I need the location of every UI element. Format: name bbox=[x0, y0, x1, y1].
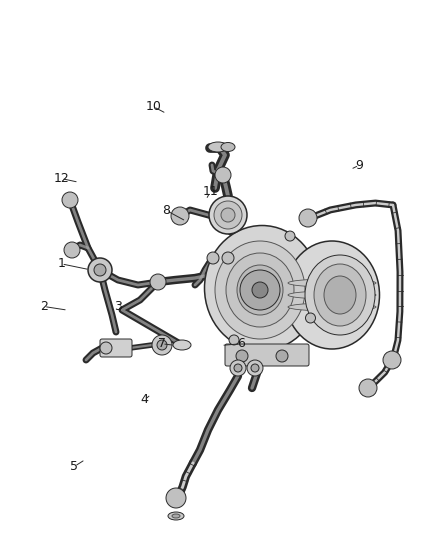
Ellipse shape bbox=[214, 201, 242, 229]
Text: 1: 1 bbox=[57, 257, 65, 270]
Circle shape bbox=[166, 488, 186, 508]
Ellipse shape bbox=[209, 196, 247, 234]
Circle shape bbox=[62, 192, 78, 208]
Circle shape bbox=[359, 379, 377, 397]
Circle shape bbox=[207, 252, 219, 264]
Circle shape bbox=[64, 242, 80, 258]
Ellipse shape bbox=[324, 276, 356, 314]
Text: 8: 8 bbox=[162, 204, 170, 217]
Text: 3: 3 bbox=[114, 300, 122, 313]
Circle shape bbox=[299, 209, 317, 227]
Circle shape bbox=[251, 364, 259, 372]
Text: 9: 9 bbox=[355, 159, 363, 172]
Text: 7: 7 bbox=[158, 337, 166, 350]
Ellipse shape bbox=[285, 241, 379, 349]
Ellipse shape bbox=[168, 512, 184, 520]
Ellipse shape bbox=[288, 279, 376, 287]
Ellipse shape bbox=[226, 253, 294, 327]
Ellipse shape bbox=[215, 241, 305, 339]
Circle shape bbox=[230, 360, 246, 376]
Circle shape bbox=[152, 335, 172, 355]
Circle shape bbox=[383, 351, 401, 369]
Circle shape bbox=[276, 350, 288, 362]
Ellipse shape bbox=[221, 142, 235, 151]
Text: 4: 4 bbox=[141, 393, 148, 406]
Circle shape bbox=[88, 258, 112, 282]
Ellipse shape bbox=[173, 340, 191, 350]
Circle shape bbox=[171, 207, 189, 225]
Ellipse shape bbox=[237, 265, 283, 315]
Circle shape bbox=[252, 282, 268, 298]
Circle shape bbox=[234, 364, 242, 372]
Ellipse shape bbox=[288, 291, 376, 299]
Ellipse shape bbox=[288, 303, 376, 311]
Ellipse shape bbox=[172, 514, 180, 518]
Ellipse shape bbox=[314, 264, 366, 326]
FancyBboxPatch shape bbox=[225, 344, 309, 366]
Circle shape bbox=[100, 342, 112, 354]
Circle shape bbox=[157, 340, 167, 350]
Text: 11: 11 bbox=[202, 185, 218, 198]
Text: 6: 6 bbox=[237, 337, 245, 350]
Circle shape bbox=[305, 313, 315, 323]
Circle shape bbox=[247, 360, 263, 376]
Text: 5: 5 bbox=[71, 460, 78, 473]
Circle shape bbox=[208, 253, 219, 263]
Circle shape bbox=[222, 252, 234, 264]
Text: 12: 12 bbox=[53, 172, 69, 185]
Ellipse shape bbox=[208, 142, 228, 152]
Ellipse shape bbox=[221, 208, 235, 222]
Text: 2: 2 bbox=[40, 300, 48, 313]
Circle shape bbox=[229, 335, 239, 345]
Text: 10: 10 bbox=[145, 100, 161, 113]
Circle shape bbox=[94, 264, 106, 276]
Circle shape bbox=[215, 167, 231, 183]
Circle shape bbox=[240, 270, 280, 310]
Circle shape bbox=[285, 231, 295, 241]
Ellipse shape bbox=[305, 255, 375, 335]
Circle shape bbox=[236, 350, 248, 362]
FancyBboxPatch shape bbox=[100, 339, 132, 357]
Circle shape bbox=[150, 274, 166, 290]
Ellipse shape bbox=[205, 225, 319, 351]
